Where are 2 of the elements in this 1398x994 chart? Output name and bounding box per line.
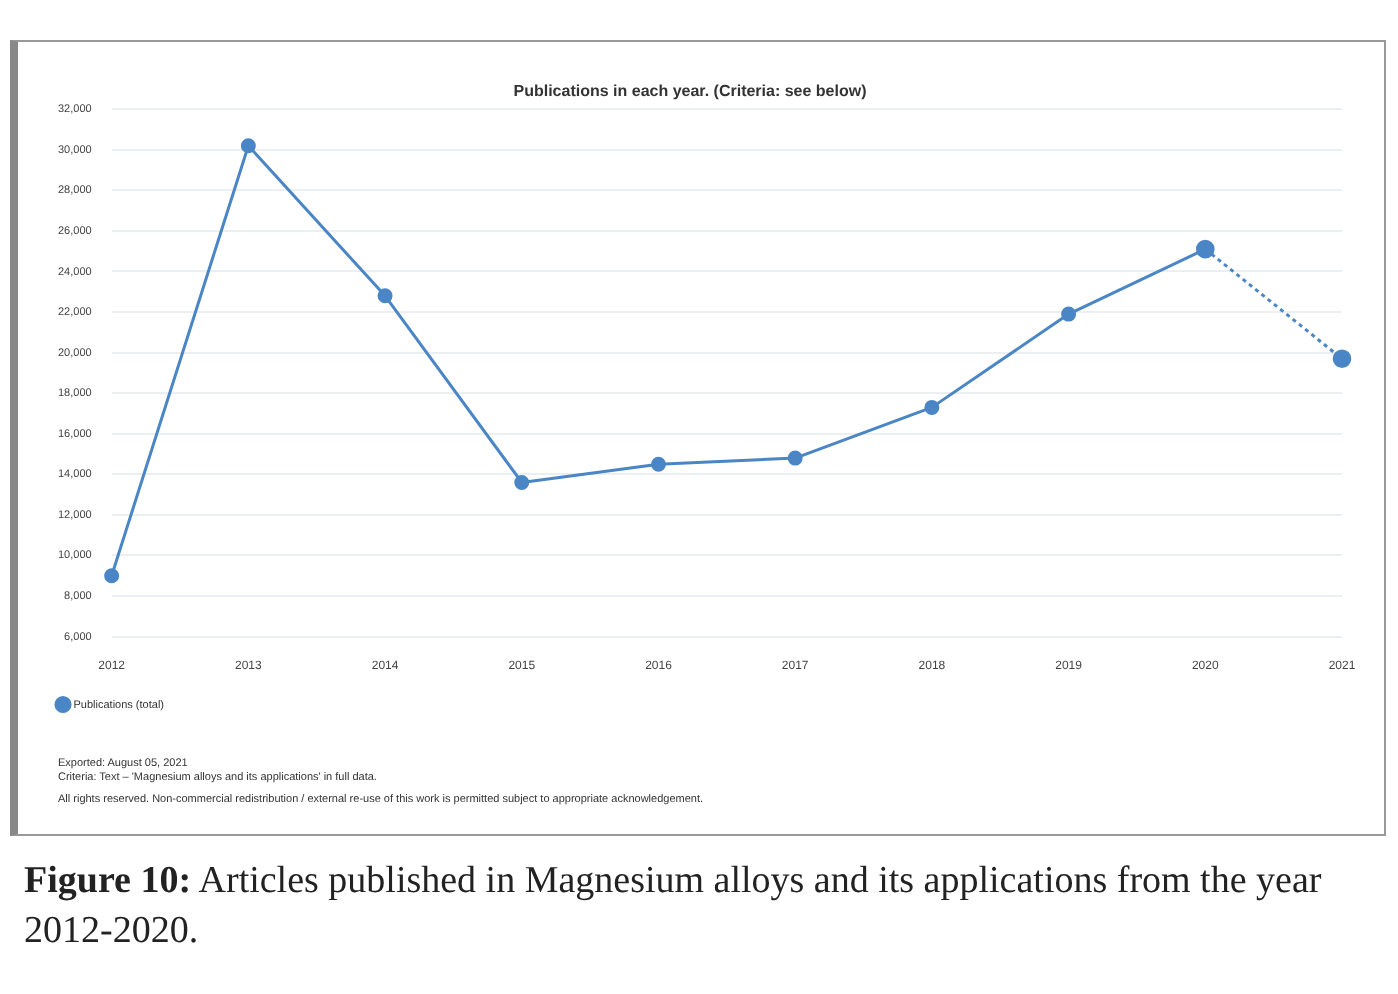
chart-title: Publications in each year. (Criteria: see below) [513,82,868,101]
caption: Figure 10: Articles published in Magnesium alloys and its applications from the year 2012-2020. [24,858,1324,956]
